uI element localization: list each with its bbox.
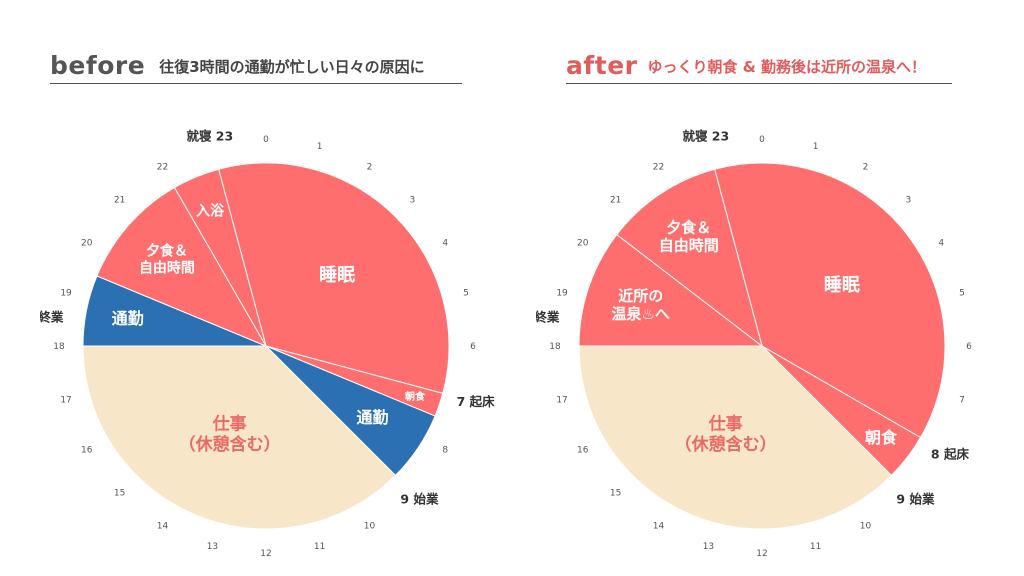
before-slice-3 bbox=[82, 345, 397, 530]
before-hour-tick-8: 8 bbox=[442, 446, 448, 456]
before-annotation-3: 終業 bbox=[40, 310, 64, 325]
before-heading: before 往復3時間の通勤が忙しい日々の原因に bbox=[50, 46, 462, 84]
before-subtitle: 往復3時間の通勤が忙しい日々の原因に bbox=[159, 58, 425, 76]
after-annotation-1: 8 起床 bbox=[931, 447, 970, 462]
after-hour-tick-5: 5 bbox=[959, 288, 965, 298]
before-hour-tick-18: 18 bbox=[53, 342, 65, 352]
before-slice-label-3: 仕事（休憩含む） bbox=[179, 414, 281, 455]
before-hour-tick-2: 2 bbox=[367, 163, 373, 173]
before-hour-tick-4: 4 bbox=[442, 239, 448, 249]
after-hour-tick-19: 19 bbox=[556, 288, 568, 298]
after-hour-tick-22: 22 bbox=[653, 163, 664, 173]
after-hour-tick-11: 11 bbox=[810, 542, 821, 552]
after-hour-tick-21: 21 bbox=[610, 196, 621, 206]
after-hour-tick-1: 1 bbox=[813, 142, 819, 152]
after-hour-tick-16: 16 bbox=[577, 446, 589, 456]
before-slice-6 bbox=[173, 168, 267, 347]
after-slice-label-2: 仕事（休憩含む） bbox=[675, 414, 777, 455]
after-slice-3 bbox=[578, 233, 764, 347]
before-slice-label-6: 入浴 bbox=[196, 203, 225, 220]
before-annotation-2: 9 始業 bbox=[400, 491, 439, 506]
after-slice-label-4: 夕食＆自由時間 bbox=[659, 219, 719, 255]
before-slice-5 bbox=[96, 186, 268, 348]
after-hour-tick-4: 4 bbox=[938, 239, 944, 249]
before-annotation-1: 7 起床 bbox=[457, 394, 496, 409]
before-hour-tick-21: 21 bbox=[114, 196, 125, 206]
after-title: after bbox=[566, 51, 638, 80]
after-slice-label-3: 近所の温泉♨へ bbox=[611, 287, 669, 323]
after-hour-tick-6: 6 bbox=[966, 342, 972, 352]
before-hour-tick-17: 17 bbox=[60, 396, 71, 406]
after-slice-4 bbox=[616, 168, 763, 348]
before-hour-tick-14: 14 bbox=[157, 521, 169, 531]
before-hour-tick-19: 19 bbox=[60, 288, 72, 298]
after-slice-label-0: 睡眠 bbox=[824, 275, 860, 296]
before-hour-tick-12: 12 bbox=[260, 549, 271, 559]
before-hour-tick-11: 11 bbox=[314, 542, 325, 552]
before-slice-label-5: 夕食＆自由時間 bbox=[139, 243, 195, 277]
before-hour-tick-0: 0 bbox=[263, 135, 269, 145]
after-hour-tick-15: 15 bbox=[610, 488, 621, 498]
before-hour-tick-3: 3 bbox=[410, 196, 416, 206]
before-hour-tick-22: 22 bbox=[157, 163, 168, 173]
after-slice-label-1: 朝食 bbox=[865, 428, 898, 447]
after-hour-tick-3: 3 bbox=[906, 196, 912, 206]
after-annotation-2: 9 始業 bbox=[896, 491, 935, 506]
after-hour-tick-14: 14 bbox=[653, 521, 665, 531]
before-hour-tick-20: 20 bbox=[81, 239, 93, 249]
before-annotation-0: 就寝 23 bbox=[186, 128, 233, 143]
after-hour-tick-17: 17 bbox=[556, 396, 567, 406]
after-hour-tick-12: 12 bbox=[756, 549, 767, 559]
before-slice-label-4: 通勤 bbox=[112, 309, 144, 328]
after-hour-tick-7: 7 bbox=[959, 396, 965, 406]
before-clock-chart: 睡眠朝食通勤仕事（休憩含む）通勤夕食＆自由時間入浴012345681011121… bbox=[40, 128, 496, 559]
after-slice-2 bbox=[578, 345, 893, 530]
before-hour-tick-15: 15 bbox=[114, 488, 125, 498]
before-hour-tick-1: 1 bbox=[317, 142, 323, 152]
after-slice-0 bbox=[714, 162, 946, 439]
before-hour-tick-5: 5 bbox=[463, 288, 469, 298]
before-hour-tick-10: 10 bbox=[364, 521, 376, 531]
before-slice-label-1: 朝食 bbox=[405, 390, 426, 403]
before-slice-label-0: 睡眠 bbox=[319, 265, 355, 286]
before-title: before bbox=[50, 51, 146, 80]
after-hour-tick-18: 18 bbox=[549, 342, 561, 352]
after-clock-chart: 睡眠朝食仕事（休憩含む）近所の温泉♨へ夕食＆自由時間01234567101112… bbox=[536, 128, 972, 559]
before-hour-tick-6: 6 bbox=[470, 342, 476, 352]
before-hour-tick-13: 13 bbox=[207, 542, 218, 552]
after-hour-tick-20: 20 bbox=[577, 239, 589, 249]
before-slice-label-2: 通勤 bbox=[357, 408, 389, 427]
before-hour-tick-16: 16 bbox=[81, 446, 93, 456]
after-subtitle: ゆっくり朝食 & 勤務後は近所の温泉へ！ bbox=[647, 58, 927, 76]
after-annotation-3: 終業 bbox=[536, 310, 560, 325]
after-annotation-0: 就寝 23 bbox=[682, 128, 729, 143]
after-hour-tick-0: 0 bbox=[759, 135, 765, 145]
after-hour-tick-2: 2 bbox=[863, 163, 869, 173]
after-hour-tick-13: 13 bbox=[703, 542, 714, 552]
before-slice-0 bbox=[218, 162, 450, 394]
after-heading: after ゆっくり朝食 & 勤務後は近所の温泉へ！ bbox=[566, 46, 952, 84]
after-hour-tick-10: 10 bbox=[860, 521, 872, 531]
